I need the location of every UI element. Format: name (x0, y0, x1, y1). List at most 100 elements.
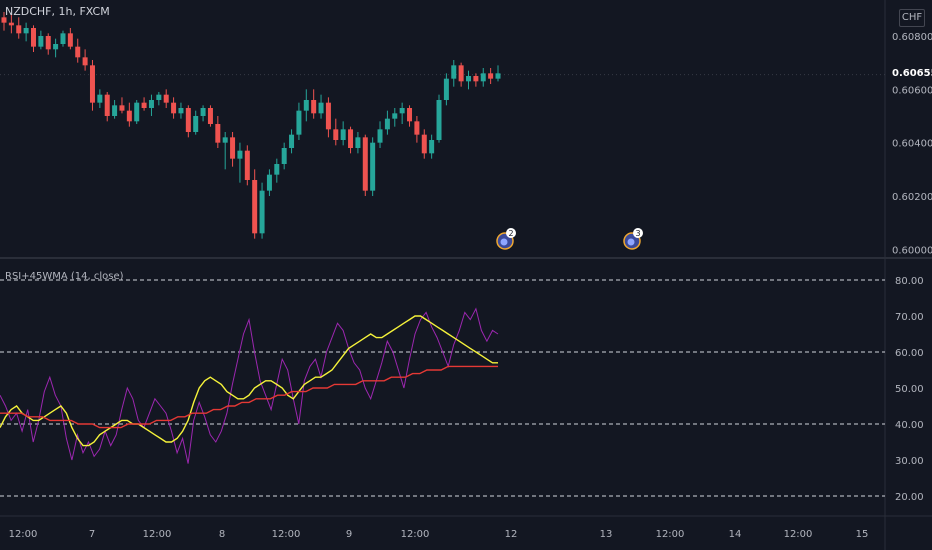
rsi-tick-label: 20.00 (895, 492, 924, 503)
candle-body (274, 164, 280, 175)
candle-body (8, 22, 14, 26)
candle-body (303, 100, 309, 111)
event-marker[interactable]: 3 (623, 228, 643, 250)
candle-body (311, 100, 317, 114)
event-badge (506, 228, 516, 238)
candle-body (495, 73, 501, 79)
candle-body (340, 129, 346, 140)
candle-body (473, 76, 479, 82)
time-tick-label: 7 (89, 529, 95, 540)
currency-badge[interactable]: CHF (899, 9, 925, 27)
candle-body (377, 129, 383, 143)
time-tick-label: 12:00 (784, 529, 813, 540)
rsi-tick-label: 30.00 (895, 456, 924, 467)
candle-body (112, 105, 118, 116)
candle-body (480, 73, 486, 82)
candle-body (488, 73, 494, 79)
candle-body (325, 102, 331, 130)
time-tick-label: 15 (856, 529, 869, 540)
candle-body (399, 108, 405, 114)
candle-body (89, 65, 95, 103)
time-tick-label: 12:00 (143, 529, 172, 540)
rsi-indicator-title: RSI+45WMA (14, close) (5, 271, 124, 282)
rsi-series-line (0, 307, 499, 464)
event-marker[interactable]: 2 (496, 228, 516, 250)
candle-body (23, 28, 29, 34)
rsi-tick-label: 60.00 (895, 348, 924, 359)
candle-body (200, 108, 206, 116)
candle-body (82, 57, 88, 66)
candle-body (443, 78, 449, 100)
candle-body (45, 36, 51, 50)
candle-body (362, 137, 368, 191)
rsi-series-line (0, 315, 498, 447)
candle-body (244, 150, 250, 180)
rsi-tick-label: 40.00 (895, 420, 924, 431)
candle-body (370, 142, 376, 191)
time-tick-label: 9 (346, 529, 352, 540)
candle-body (148, 100, 154, 108)
time-tick-label: 12:00 (9, 529, 38, 540)
candle-body (421, 134, 427, 154)
candle-body (171, 102, 177, 114)
candle-body (134, 102, 140, 122)
time-tick-label: 13 (600, 529, 613, 540)
candle-body (16, 25, 22, 34)
candle-body (97, 94, 103, 103)
candle-body (392, 113, 398, 119)
price-tick-label: 0.60200 (892, 192, 932, 203)
candle-body (429, 140, 435, 154)
candle-body (185, 108, 191, 132)
candle-body (289, 134, 295, 148)
candle-body (333, 129, 339, 140)
candle-body (466, 76, 472, 82)
candle-body (67, 33, 73, 47)
candle-body (193, 116, 199, 132)
rsi-series-line (0, 365, 498, 429)
candle-body (266, 174, 272, 191)
candle-body (296, 110, 302, 135)
rsi-tick-label: 70.00 (895, 312, 924, 323)
candle-body (60, 33, 66, 44)
candle-body (458, 65, 464, 82)
rsi-tick-label: 80.00 (895, 276, 924, 287)
candle-body (178, 108, 184, 114)
candle-body (1, 17, 7, 23)
candle-body (259, 190, 265, 234)
time-tick-label: 12:00 (656, 529, 685, 540)
time-tick-label: 12 (505, 529, 518, 540)
candle-body (237, 150, 243, 159)
price-tick-label: 0.60000 (892, 245, 932, 256)
time-tick-label: 14 (729, 529, 742, 540)
candle-body (451, 65, 457, 79)
candle-body (230, 137, 236, 159)
rsi-tick-label: 50.00 (895, 384, 924, 395)
candle-body (222, 137, 228, 143)
candle-body (75, 46, 81, 58)
price-tick-label: 0.60400 (892, 139, 932, 150)
candle-body (156, 94, 162, 100)
event-count: 2 (508, 229, 513, 238)
candle-body (119, 105, 125, 111)
candle-body (348, 129, 354, 148)
candle-body (215, 124, 221, 143)
candle-body (141, 102, 147, 108)
candle-body (126, 110, 132, 122)
event-badge (633, 228, 643, 238)
price-tick-label: 0.60600 (892, 85, 932, 96)
event-marker-dot (500, 238, 508, 246)
time-tick-label: 12:00 (401, 529, 430, 540)
event-marker-dot (627, 238, 635, 246)
candle-body (207, 108, 213, 124)
event-count: 3 (635, 229, 640, 238)
candle-body (163, 94, 169, 103)
time-tick-label: 8 (219, 529, 225, 540)
candle-body (53, 44, 59, 50)
candle-body (414, 121, 420, 135)
candle-body (252, 180, 258, 234)
candle-body (38, 36, 44, 47)
candle-body (30, 28, 36, 47)
